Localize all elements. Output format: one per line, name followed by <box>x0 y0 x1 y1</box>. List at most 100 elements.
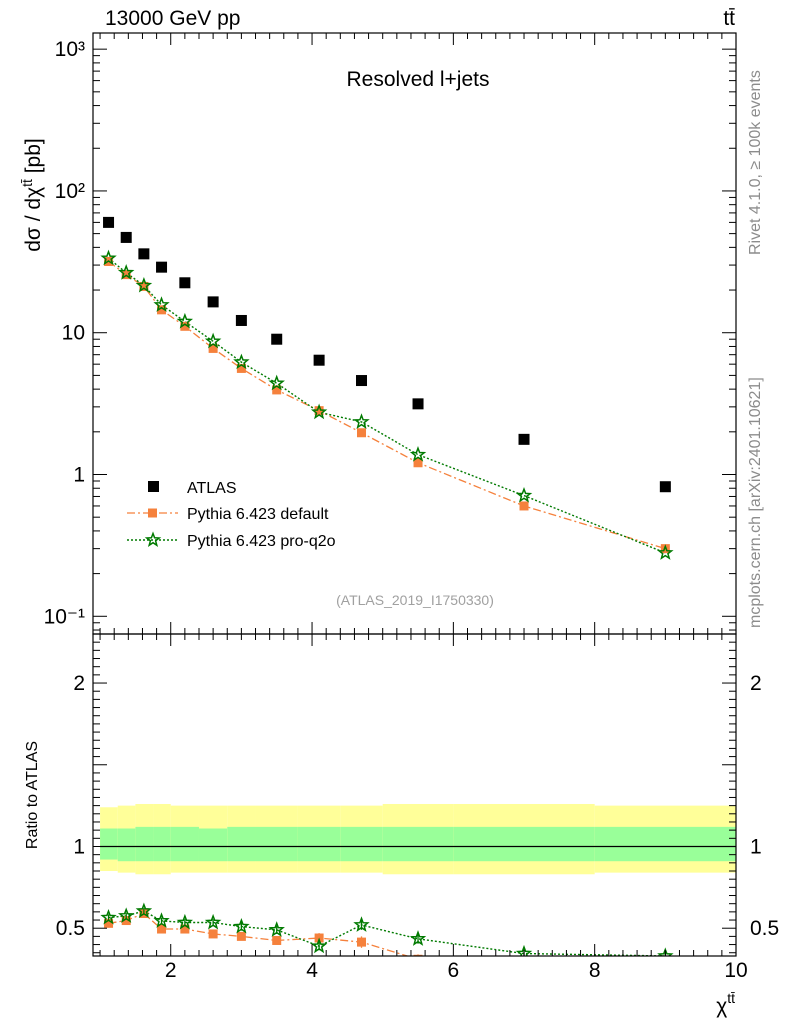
mcplots-label: mcplots.cern.ch [arXiv:2401.10621] <box>747 377 764 628</box>
point-proq2o <box>310 403 328 420</box>
uncertainty-band-inner <box>135 826 154 862</box>
analysis-id: (ATLAS_2019_I1750330) <box>336 592 494 608</box>
legend-marker-atlas <box>148 481 159 492</box>
point-atlas <box>179 277 191 289</box>
uncertainty-band-inner <box>227 826 256 862</box>
ratio-point-proq2o <box>268 921 285 937</box>
uncertainty-band-inner <box>453 826 595 862</box>
legend-marker-proq2o <box>144 531 162 548</box>
point-atlas <box>659 481 671 493</box>
ratio-point-proq2o <box>204 913 222 930</box>
ratio-point-default <box>413 954 423 956</box>
x-tick-label: 4 <box>306 959 318 982</box>
point-default <box>208 343 218 353</box>
y-tick-label-ratio: 1 <box>73 835 85 858</box>
ratio-point-default <box>520 965 529 974</box>
point-proq2o <box>176 312 194 329</box>
ratio-point-default <box>208 929 218 939</box>
ratio-point-proq2o <box>153 912 170 928</box>
ratio-line-proq2o <box>108 910 666 956</box>
point-atlas <box>271 333 283 345</box>
ratio-point-proq2o <box>409 930 427 946</box>
y-tick-label-ratio: 2 <box>73 672 85 695</box>
point-proq2o <box>117 264 135 280</box>
uncertainty-band-inner <box>297 826 341 862</box>
y-tick-label-ratio-right: 1 <box>750 835 762 858</box>
main-panel: 10⁻¹ 1 10 10² 10³ Resolved l+jets (ATLAS_201… <box>19 33 737 634</box>
ratio-point-default <box>121 916 131 926</box>
y-tick-label-main: 10⁻¹ <box>44 605 85 628</box>
x-axis-label: χtt̄ <box>716 990 735 1018</box>
y-tick-label-main: 1 <box>73 464 85 487</box>
x-tick-label: 6 <box>448 959 460 982</box>
point-atlas <box>356 375 368 387</box>
uncertainty-band-inner <box>340 826 383 862</box>
uncertainty-band-inner <box>153 826 171 862</box>
point-proq2o <box>353 413 370 429</box>
point-default <box>157 305 167 315</box>
legend-label-proq2o: Pythia 6.423 pro-q2o <box>187 533 336 550</box>
point-proq2o <box>409 446 427 462</box>
point-atlas <box>207 296 219 308</box>
header-energy: 13000 GeV pp <box>105 7 240 30</box>
point-default <box>139 281 149 291</box>
y-axis-label-ratio: Ratio to ATLAS <box>24 741 41 849</box>
point-proq2o <box>135 276 153 293</box>
x-tick-label: 8 <box>589 959 601 982</box>
rivet-label: Rivet 4.1.0, ≥ 100k events <box>747 70 764 255</box>
ratio-point-proq2o <box>515 944 533 956</box>
ratio-point-default <box>104 918 114 928</box>
point-atlas <box>518 433 530 445</box>
point-default <box>180 321 190 331</box>
point-default <box>357 428 367 438</box>
x-tick-label: 2 <box>165 959 177 982</box>
ratio-point-proq2o <box>176 913 194 930</box>
ratio-point-default <box>180 924 190 934</box>
uncertainty-band-inner <box>100 828 118 860</box>
ratio-point-proq2o <box>135 902 153 919</box>
point-atlas <box>156 261 168 273</box>
ratio-point-proq2o <box>353 916 370 932</box>
ratio-point-default <box>157 924 167 934</box>
point-default <box>413 458 423 468</box>
point-atlas <box>235 314 247 326</box>
ratio-line-default <box>108 912 410 956</box>
point-proq2o <box>153 296 170 312</box>
y-tick-label-ratio-right: 0.5 <box>750 917 779 940</box>
point-default <box>236 363 246 373</box>
uncertainty-band-inner <box>382 826 454 862</box>
ratio-point-proq2o <box>657 947 674 956</box>
uncertainty-band-inner <box>594 826 736 862</box>
point-atlas <box>120 231 132 243</box>
point-proq2o <box>100 249 117 266</box>
y-tick-label-ratio-right: 2 <box>750 672 762 695</box>
ratio-point-default <box>661 965 670 974</box>
ratio-point-default <box>272 935 282 945</box>
y-axis-label-main: dσ / dχtt̄ [pb] <box>19 138 45 252</box>
uncertainty-band-inner <box>255 826 298 862</box>
ratio-point-proq2o <box>100 908 117 925</box>
point-atlas <box>103 216 115 228</box>
ratio-point-default <box>357 937 367 947</box>
legend: ATLAS Pythia 6.423 default Pythia 6.423 pr… <box>127 480 336 550</box>
point-atlas <box>412 398 424 410</box>
point-default <box>314 406 324 416</box>
header-process: tt̄ <box>723 7 735 30</box>
point-proq2o <box>657 544 674 560</box>
y-tick-label-main: 10 <box>62 322 85 345</box>
legend-marker-default <box>148 508 157 518</box>
point-atlas <box>138 248 150 260</box>
point-proq2o <box>233 353 250 370</box>
x-tick-label: 10 <box>724 959 747 982</box>
uncertainty-band-inner <box>198 828 228 862</box>
legend-label-atlas: ATLAS <box>187 480 237 497</box>
point-proq2o <box>268 374 285 391</box>
ratio-point-proq2o <box>233 917 250 934</box>
panel-title: Resolved l+jets <box>347 68 490 91</box>
legend-label-default: Pythia 6.423 default <box>187 506 329 523</box>
ratio-point-proq2o <box>310 937 328 954</box>
y-tick-label-main: 10³ <box>55 38 85 61</box>
ratio-point-proq2o <box>117 907 135 923</box>
point-proq2o <box>204 332 222 349</box>
